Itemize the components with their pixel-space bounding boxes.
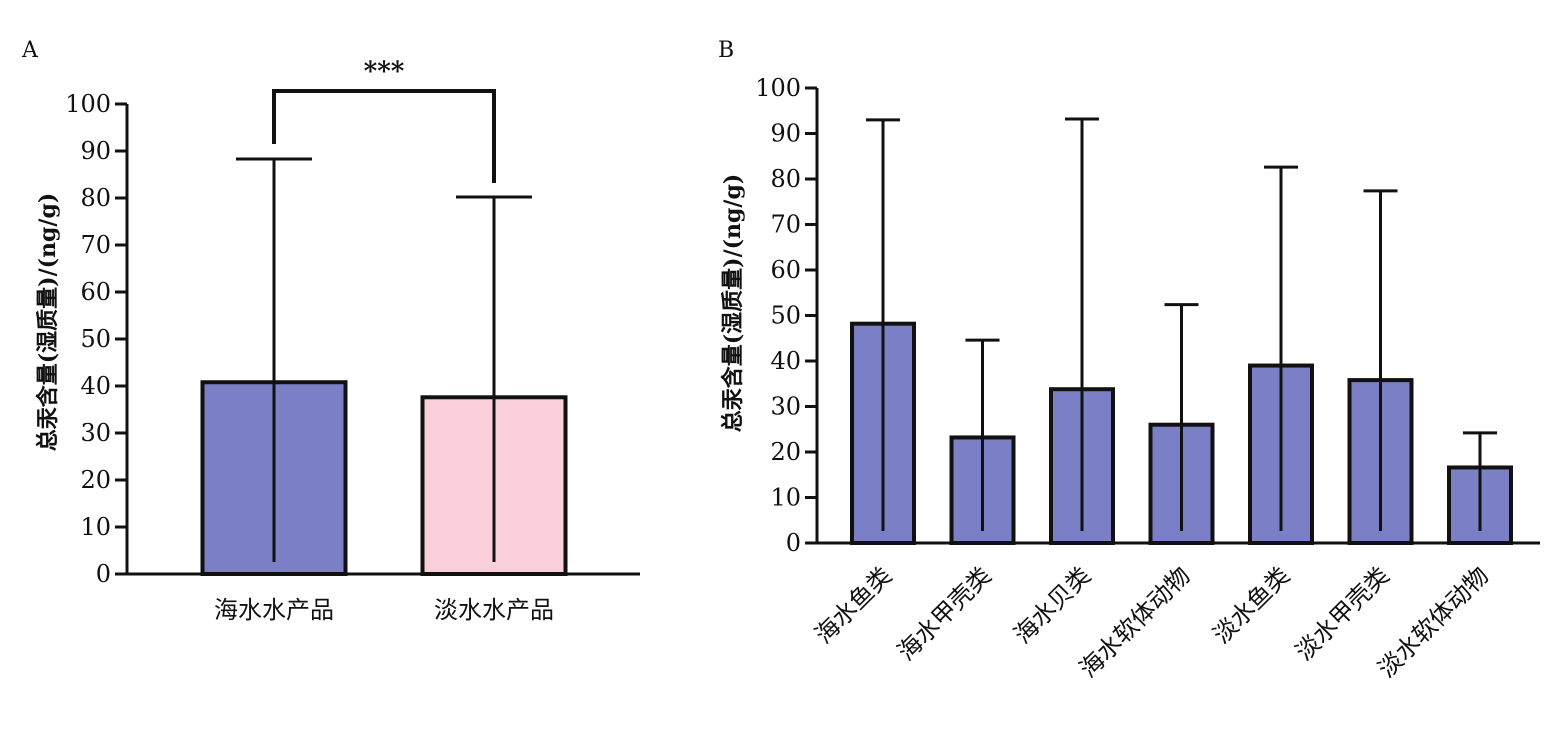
y-tick-label: 50 [80, 325, 111, 353]
y-tick-label: 30 [80, 419, 111, 447]
panel-b: B 总汞含量(湿质量)/(ng/g) 0 10 20 30 40 50 60 70 80 90 10… [718, 38, 1540, 683]
panel-a-y-axis-title: 总汞含量(湿质量)/(ng/g) [35, 193, 61, 451]
panel-a-y-ticks: 0 10 20 30 40 50 60 70 80 90 100 [65, 90, 127, 588]
panel-b-y-ticks: 0 10 20 30 40 50 60 70 80 90 100 [755, 74, 817, 557]
category-label: 淡水甲壳类 [1290, 561, 1395, 666]
y-tick-label: 80 [770, 165, 801, 193]
category-label: 海水鱼类 [810, 561, 898, 649]
panel-b-y-axis-title: 总汞含量(湿质量)/(ng/g) [720, 174, 746, 432]
panel-b-axes [815, 88, 1540, 545]
panel-b-letter: B [718, 38, 734, 63]
panel-a-error-bars [236, 157, 532, 562]
panel-a-category-labels: 海水水产品 淡水水产品 [214, 596, 554, 624]
panel-a: A 总汞含量(湿质量)/(ng/g) 0 10 20 30 40 50 60 70 80 90 10… [21, 38, 640, 624]
y-tick-label: 60 [770, 256, 801, 284]
y-tick-label: 20 [770, 438, 801, 466]
panel-b-error-bars [866, 117, 1497, 531]
y-tick-label: 10 [770, 484, 801, 512]
panel-a-bars [200, 380, 568, 576]
y-tick-label: 100 [65, 90, 111, 118]
panel-a-significance: *** [272, 57, 496, 184]
y-tick-label: 40 [770, 347, 801, 375]
significance-bracket [272, 89, 496, 184]
y-tick-label: 50 [770, 302, 801, 330]
panel-a-letter: A [21, 38, 39, 63]
y-tick-label: 0 [786, 529, 801, 557]
y-tick-label: 90 [80, 137, 111, 165]
y-tick-label: 80 [80, 184, 111, 212]
y-tick-label: 90 [770, 120, 801, 148]
y-tick-label: 0 [96, 560, 111, 588]
category-label: 海水贝类 [1009, 561, 1097, 649]
y-tick-label: 70 [770, 211, 801, 239]
y-tick-label: 40 [80, 372, 111, 400]
category-label: 淡水水产品 [434, 596, 554, 624]
y-tick-label: 20 [80, 466, 111, 494]
category-label: 海水水产品 [214, 596, 334, 624]
y-tick-label: 30 [770, 393, 801, 421]
panel-a-axes [125, 104, 640, 576]
category-label: 淡水鱼类 [1208, 561, 1296, 649]
y-tick-label: 70 [80, 231, 111, 259]
y-tick-label: 10 [80, 513, 111, 541]
significance-label: *** [364, 57, 405, 87]
category-label: 海水甲壳类 [892, 561, 997, 666]
y-tick-label: 100 [755, 74, 801, 102]
y-tick-label: 60 [80, 278, 111, 306]
